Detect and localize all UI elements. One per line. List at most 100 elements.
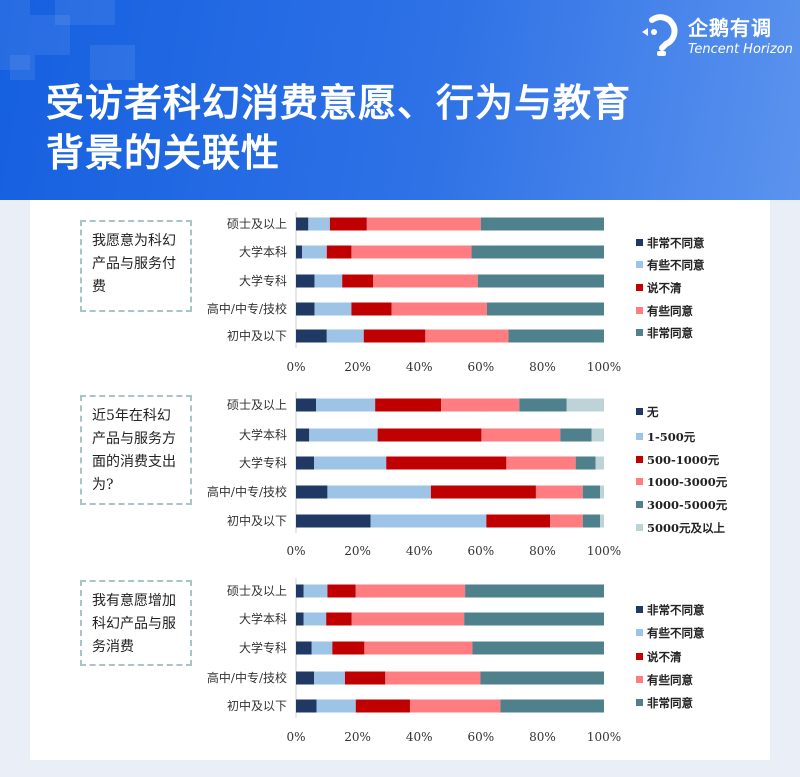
bar-segment <box>314 456 387 470</box>
x-tick-label: 20% <box>344 544 371 558</box>
bar-segment <box>506 456 576 470</box>
x-tick-label: 20% <box>344 360 371 374</box>
bar-segment <box>296 398 317 412</box>
bar-segment <box>327 584 356 598</box>
bar-segment <box>560 428 592 442</box>
bar-segment <box>296 329 327 343</box>
bar-segment <box>303 584 328 598</box>
legend-label: 3000-5000元 <box>647 498 728 512</box>
legend-label: 有些不同意 <box>647 258 705 272</box>
bar-segment <box>326 329 364 343</box>
bar-segment <box>311 641 333 655</box>
x-tick-label: 60% <box>467 730 494 744</box>
bar-segment <box>296 456 315 470</box>
bar-segment <box>471 245 604 259</box>
legend-swatch <box>636 478 643 485</box>
bar-segment <box>296 245 303 259</box>
bar-segment <box>296 584 304 598</box>
bar-segment <box>355 584 466 598</box>
x-tick-label: 80% <box>529 544 556 558</box>
bar-segment <box>535 485 583 499</box>
bar-segment <box>385 671 481 685</box>
x-tick-label: 40% <box>406 730 433 744</box>
category-label: 高中/中专/技校 <box>207 301 287 316</box>
legend-swatch <box>636 261 643 268</box>
bar-segment <box>296 612 304 626</box>
bar-segment <box>373 274 478 288</box>
decor-square <box>10 55 35 80</box>
legend-label: 5000元及以上 <box>647 521 726 535</box>
category-label: 高中/中专/技校 <box>207 484 287 499</box>
bar-segment <box>575 456 596 470</box>
x-tick-label: 40% <box>406 360 433 374</box>
bar-segment <box>366 217 481 231</box>
legend-swatch <box>636 408 643 415</box>
bar-segment <box>314 302 352 316</box>
x-tick-label: 100% <box>587 360 621 374</box>
bar-segment <box>370 514 487 528</box>
bar-segment <box>481 428 561 442</box>
bar-segment <box>363 329 426 343</box>
bar-segment <box>351 302 392 316</box>
bar-segment <box>296 671 315 685</box>
legend-swatch <box>636 653 643 660</box>
title-line-2: 背景的关联性 <box>46 131 281 175</box>
legend-label: 非常不同意 <box>647 236 705 250</box>
bar-segment <box>486 302 604 316</box>
bar-segment <box>486 514 551 528</box>
bar-segment <box>351 245 472 259</box>
bar-segment <box>342 274 373 288</box>
x-tick-label: 80% <box>529 730 556 744</box>
bar-segment <box>296 514 371 528</box>
x-tick-label: 0% <box>286 730 305 744</box>
bar-segment <box>599 514 604 528</box>
bar-segment <box>377 428 482 442</box>
bar-segment <box>430 485 536 499</box>
question-box-2: 近5年在科幻产品与服务方面的消费支出为? <box>80 395 192 505</box>
bar-segment <box>599 485 604 499</box>
bar-segment <box>364 641 473 655</box>
bar-segment <box>508 329 604 343</box>
x-tick-label: 100% <box>587 544 621 558</box>
question-box-3: 我有意愿增加科幻产品与服务消费 <box>80 580 192 666</box>
x-tick-label: 60% <box>467 360 494 374</box>
bar-segment <box>355 699 410 713</box>
legend-label: 说不清 <box>647 281 682 295</box>
legend-swatch <box>636 606 643 613</box>
category-label: 大学专科 <box>239 640 287 655</box>
penguin-logo-icon <box>642 14 678 56</box>
bar-segment <box>391 302 487 316</box>
bar-segment <box>314 671 345 685</box>
bar-segment <box>464 612 604 626</box>
bar-segment <box>465 584 604 598</box>
page-title: 受访者科幻消费意愿、行为与教育 背景的关联性 <box>46 78 786 178</box>
legend-swatch <box>636 284 643 291</box>
legend-swatch <box>636 239 643 246</box>
question-box-1: 我愿意为科幻产品与服务付费 <box>80 220 192 312</box>
legend-label: 非常同意 <box>647 696 693 710</box>
bar-segment <box>472 641 604 655</box>
bar-segment <box>329 217 367 231</box>
legend-label: 非常同意 <box>647 326 693 340</box>
legend-label: 非常不同意 <box>647 603 705 617</box>
bar-segment <box>477 274 604 288</box>
decor-square <box>55 0 115 25</box>
bar-segment <box>303 612 327 626</box>
category-label: 高中/中专/技校 <box>207 670 287 685</box>
bar-segment <box>296 699 317 713</box>
bar-segment <box>308 217 330 231</box>
bar-segment <box>326 245 352 259</box>
category-label: 大学本科 <box>239 427 287 442</box>
bar-segment <box>296 428 310 442</box>
bar-segment <box>314 274 343 288</box>
x-tick-label: 0% <box>286 544 305 558</box>
decor-square <box>0 0 30 70</box>
x-tick-label: 0% <box>286 360 305 374</box>
header-banner: 企鹅有调 Tencent Horizon 受访者科幻消费意愿、行为与教育 背景的… <box>0 0 800 200</box>
bar-segment <box>296 217 309 231</box>
legend-swatch <box>636 524 643 531</box>
x-tick-label: 20% <box>344 730 371 744</box>
x-tick-label: 80% <box>529 360 556 374</box>
bar-segment <box>332 641 365 655</box>
